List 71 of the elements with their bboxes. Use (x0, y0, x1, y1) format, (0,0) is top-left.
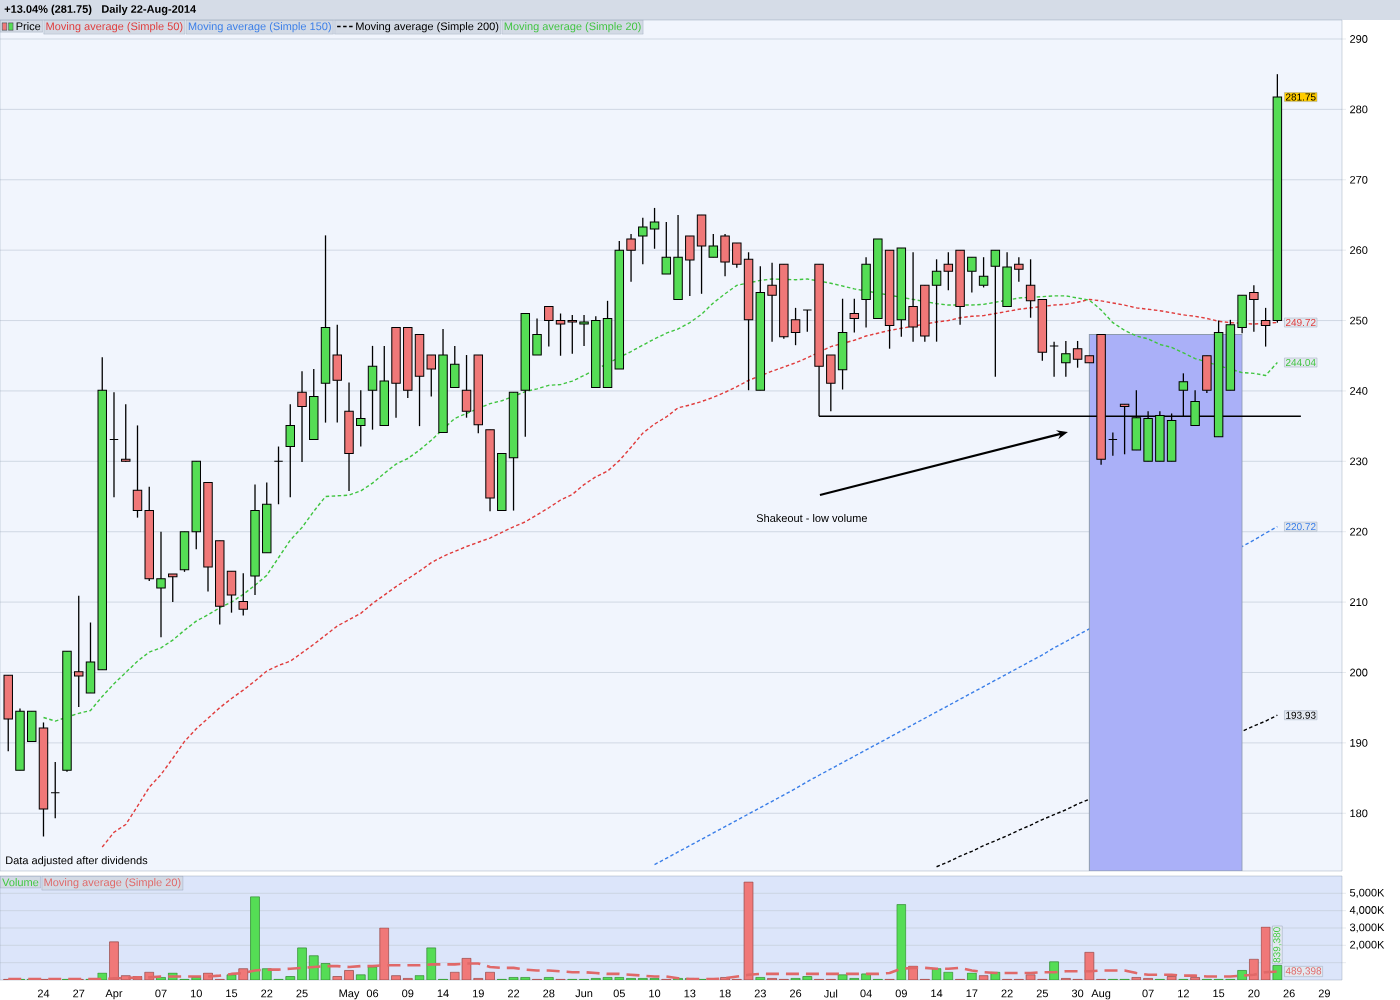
x-tick-label: 06 (366, 989, 379, 998)
x-tick-label: 25 (296, 989, 308, 998)
x-tick-label: 24 (37, 989, 50, 998)
annotation: Data adjusted after dividends (6, 856, 148, 867)
y-tick-label: 260 (1350, 246, 1368, 255)
y-tick-label: 190 (1350, 738, 1368, 747)
x-tick-label: 15 (1213, 989, 1225, 998)
x-tick-label: 15 (226, 989, 238, 998)
y-tick-label: 4,000K (1349, 906, 1385, 916)
y-tick-label: 3,000K (1349, 923, 1385, 933)
y-tick-label: 200 (1350, 668, 1368, 677)
text: Moving average (Simple 50) (46, 22, 183, 33)
text: Moving average (Simple 20) (504, 22, 641, 33)
x-tick-label: 07 (1142, 989, 1154, 998)
x-tick-label: 23 (754, 989, 766, 998)
data-label: 249.72 (1285, 318, 1316, 327)
x-tick-label: 09 (402, 989, 414, 998)
x-tick-label: 14 (437, 989, 449, 998)
y-tick-label: 2,000K (1350, 940, 1385, 950)
chart-title: +13.04% (281.75) (4, 4, 92, 16)
data-label: 244.04 (1285, 358, 1316, 367)
y-tick-label: 210 (1350, 598, 1368, 606)
chart-subtitle: Daily 22-Aug-2014 (102, 4, 197, 16)
x-tick-label: 04 (860, 989, 872, 998)
x-tick-label: 14 (931, 989, 943, 998)
y-tick-label: 180 (1350, 809, 1368, 818)
x-tick-label: Jun (575, 989, 593, 998)
y-tick-label: 250 (1350, 316, 1368, 325)
y-tick-label: 280 (1350, 105, 1368, 114)
text: 281.75 (1285, 93, 1316, 101)
x-tick-label: 28 (543, 989, 555, 998)
x-tick-label: 20 (1248, 989, 1260, 998)
x-tick-label: 26 (790, 989, 802, 998)
data-label: 489,398 (1285, 967, 1322, 976)
x-tick-label: 29 (1318, 989, 1330, 998)
x-tick-label: 22 (507, 989, 520, 998)
x-tick-label: Jul (823, 989, 838, 998)
x-tick-label: May (339, 989, 360, 1000)
x-tick-label: 30 (1071, 989, 1084, 998)
x-tick-label: 27 (73, 989, 85, 998)
x-tick-label: 09 (895, 989, 907, 998)
y-tick-label: 220 (1350, 527, 1368, 536)
x-tick-label: 10 (190, 989, 202, 998)
y-tick-label: 230 (1350, 457, 1368, 466)
x-tick-label: 17 (966, 989, 978, 998)
x-tick-label: 22 (261, 989, 273, 998)
text: Moving average (Simple 150) (188, 22, 331, 33)
y-tick-label: 5,000K (1349, 888, 1385, 898)
x-tick-label: 10 (649, 989, 661, 998)
x-tick-label: 05 (613, 989, 625, 998)
x-tick-label: Aug (1091, 989, 1111, 1000)
data-label: 839,380 (1273, 927, 1282, 963)
x-tick-label: 26 (1283, 989, 1295, 998)
legend-label: Moving average (Simple 200) (356, 22, 499, 33)
annotation: Shakeout - low volume (756, 513, 867, 523)
x-tick-label: 19 (473, 989, 484, 998)
x-tick-label: Apr (105, 989, 123, 1000)
legend-label: Price (16, 22, 41, 31)
y-tick-label: 270 (1350, 175, 1368, 184)
x-tick-label: 12 (1178, 989, 1189, 998)
x-tick-label: 13 (684, 989, 696, 998)
x-tick-label: 18 (719, 989, 731, 998)
text: Moving average (Simple 20) (44, 878, 181, 889)
y-tick-label: 290 (1350, 35, 1368, 43)
y-tick-label: 240 (1350, 387, 1368, 395)
data-label: 193.93 (1286, 711, 1316, 719)
x-tick-label: 25 (1036, 989, 1048, 998)
text: Volume (2, 878, 39, 887)
x-tick-label: 22 (1001, 989, 1013, 998)
data-label: 220.72 (1285, 523, 1316, 531)
x-tick-label: 07 (155, 989, 167, 998)
